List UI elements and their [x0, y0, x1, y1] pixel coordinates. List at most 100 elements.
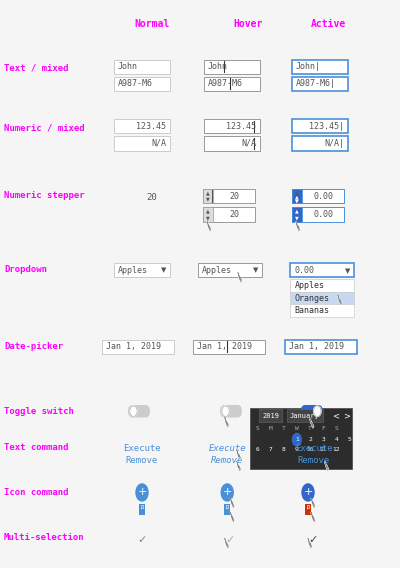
Text: ✓: ✓ [225, 534, 235, 545]
Text: John: John [208, 62, 228, 71]
FancyBboxPatch shape [292, 189, 302, 203]
FancyBboxPatch shape [250, 408, 352, 469]
Text: ▼: ▼ [345, 268, 350, 274]
Circle shape [314, 406, 321, 416]
Text: Dropdown: Dropdown [4, 265, 47, 274]
Text: ▼: ▼ [253, 267, 258, 273]
FancyBboxPatch shape [301, 405, 323, 417]
Polygon shape [338, 295, 342, 304]
FancyBboxPatch shape [198, 263, 262, 277]
Text: Execute: Execute [208, 444, 246, 453]
Polygon shape [311, 498, 315, 508]
Text: ▲: ▲ [295, 209, 299, 214]
Text: Active: Active [310, 19, 346, 29]
Text: 20: 20 [229, 210, 239, 219]
FancyBboxPatch shape [203, 207, 255, 222]
FancyBboxPatch shape [290, 304, 354, 317]
Text: 9: 9 [295, 448, 299, 452]
Text: 4: 4 [334, 437, 338, 442]
FancyBboxPatch shape [102, 340, 174, 354]
Text: ✓: ✓ [308, 534, 318, 545]
FancyBboxPatch shape [292, 119, 348, 133]
Polygon shape [230, 512, 234, 521]
Text: Apples: Apples [294, 281, 324, 290]
Text: John: John [118, 62, 138, 71]
FancyBboxPatch shape [203, 207, 213, 222]
Text: 10: 10 [306, 448, 314, 452]
Text: 20: 20 [229, 192, 239, 201]
Circle shape [302, 484, 314, 501]
Text: S: S [255, 426, 259, 431]
Text: 2019: 2019 [262, 413, 279, 419]
Text: 123.45|: 123.45| [309, 122, 344, 131]
Text: Oranges: Oranges [294, 294, 330, 303]
Text: Text command: Text command [4, 443, 68, 452]
Text: F: F [321, 426, 325, 431]
Text: N/A|: N/A| [324, 139, 344, 148]
Text: ▼: ▼ [295, 199, 299, 203]
Text: Remove: Remove [126, 456, 158, 465]
Polygon shape [237, 450, 240, 459]
Text: A987-M6|: A987-M6| [296, 80, 336, 88]
FancyBboxPatch shape [292, 60, 348, 74]
Text: Apples: Apples [202, 266, 232, 274]
FancyBboxPatch shape [292, 136, 348, 151]
Text: A987-M6: A987-M6 [208, 80, 243, 88]
Polygon shape [311, 512, 315, 521]
Text: 2: 2 [308, 437, 312, 442]
Text: +: + [222, 487, 232, 498]
Text: A987-M6: A987-M6 [118, 80, 153, 88]
Circle shape [222, 406, 229, 416]
Text: Hover: Hover [233, 19, 263, 29]
FancyBboxPatch shape [114, 119, 170, 133]
FancyBboxPatch shape [204, 60, 260, 74]
Text: 0.00: 0.00 [313, 210, 333, 219]
Text: ▼: ▼ [206, 215, 210, 220]
FancyBboxPatch shape [292, 189, 344, 203]
Text: 123.45: 123.45 [226, 122, 256, 131]
FancyBboxPatch shape [128, 405, 150, 417]
Text: ▲: ▲ [295, 209, 299, 214]
FancyBboxPatch shape [292, 207, 344, 222]
FancyBboxPatch shape [114, 60, 170, 74]
Text: T: T [308, 426, 312, 431]
Text: 12: 12 [333, 448, 340, 452]
Text: ▼: ▼ [206, 197, 210, 202]
Circle shape [130, 406, 137, 416]
FancyBboxPatch shape [203, 189, 255, 203]
Text: Bananas: Bananas [294, 306, 330, 315]
Text: Remove: Remove [211, 456, 243, 465]
Text: Multi-selection: Multi-selection [4, 533, 85, 542]
Text: Toggle switch: Toggle switch [4, 407, 74, 416]
Text: T: T [282, 426, 286, 431]
Text: N/A: N/A [151, 139, 166, 148]
Polygon shape [296, 222, 300, 231]
Text: S: S [334, 426, 338, 431]
Text: Jan 1, 2019: Jan 1, 2019 [289, 343, 344, 351]
Text: +: + [303, 487, 313, 498]
FancyBboxPatch shape [204, 119, 260, 133]
FancyBboxPatch shape [292, 77, 348, 91]
FancyBboxPatch shape [224, 504, 230, 515]
Polygon shape [237, 461, 240, 470]
FancyBboxPatch shape [290, 263, 354, 277]
Text: ▼: ▼ [295, 197, 299, 202]
Text: Text / mixed: Text / mixed [4, 64, 68, 73]
Text: 5: 5 [348, 437, 352, 442]
Polygon shape [225, 538, 228, 548]
Text: N/A: N/A [241, 139, 256, 148]
Text: 0.00: 0.00 [313, 192, 333, 201]
Text: 8: 8 [282, 448, 286, 452]
FancyBboxPatch shape [290, 292, 354, 304]
Text: 0.00: 0.00 [294, 266, 314, 274]
Polygon shape [207, 222, 211, 231]
FancyBboxPatch shape [285, 340, 357, 354]
FancyBboxPatch shape [114, 263, 170, 277]
Text: Jan 1, 2019: Jan 1, 2019 [106, 343, 161, 351]
Text: January: January [290, 413, 320, 419]
Text: +: + [137, 487, 147, 498]
FancyBboxPatch shape [290, 279, 354, 292]
FancyBboxPatch shape [220, 405, 242, 417]
Text: Apples: Apples [118, 266, 148, 274]
Text: M: M [268, 426, 272, 431]
